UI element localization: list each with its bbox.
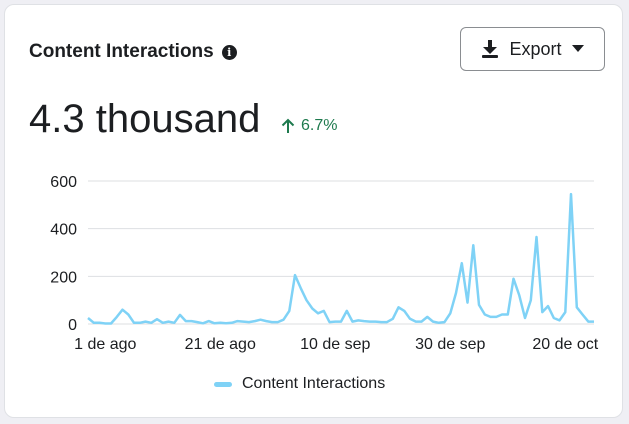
y-tick-label: 200 [50, 269, 77, 286]
chart-legend[interactable]: Content Interactions [214, 375, 385, 393]
export-label: Export [509, 38, 562, 59]
series-line-content-interactions[interactable] [87, 192, 594, 325]
export-button[interactable]: Export [460, 27, 605, 71]
delta-indicator: 6.7% [281, 117, 337, 135]
x-tick-label: 10 de sep [300, 336, 370, 353]
x-tick-label: 1 de ago [74, 336, 136, 353]
y-tick-label: 400 [50, 222, 77, 239]
y-tick-label: 0 [68, 317, 77, 334]
content-interactions-card: Content Interactions i Export 4.3 thousa… [4, 4, 623, 418]
caret-down-icon [571, 45, 584, 52]
x-tick-label: 21 de ago [185, 336, 256, 353]
total-value: 4.3 thousand [29, 97, 261, 141]
arrow-up-icon [281, 118, 295, 133]
x-tick-label: 30 de sep [415, 336, 485, 353]
card-title: Content Interactions [29, 41, 214, 62]
delta-value: 6.7% [301, 117, 338, 134]
legend-label: Content Interactions [242, 375, 386, 392]
download-icon [482, 40, 499, 58]
info-icon[interactable]: i [221, 44, 237, 60]
y-tick-label: 600 [50, 174, 77, 191]
legend-swatch [214, 381, 232, 387]
x-tick-label: 20 de oct [532, 336, 598, 353]
card-header: Content Interactions i [29, 41, 237, 63]
